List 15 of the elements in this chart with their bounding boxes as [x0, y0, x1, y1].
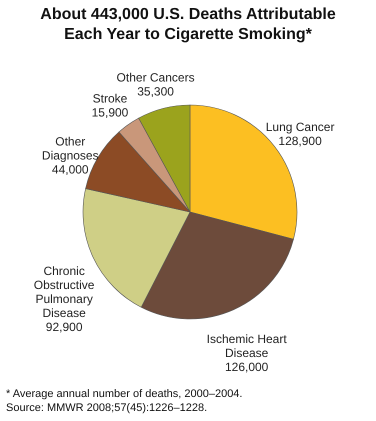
source-note: Source: MMWR 2008;57(45):1226–1228. — [6, 402, 208, 414]
chart-title: About 443,000 U.S. Deaths Attributable Each Year to Cigarette Smoking* — [40, 6, 336, 43]
data-label: 15,900 — [92, 105, 129, 120]
slice-label: Other Cancers — [116, 70, 195, 84]
slice-label: Other Diagnoses — [42, 134, 99, 162]
slice-label: Lung Cancer — [266, 120, 334, 134]
text: * Average annual number of deaths, 2000–2004. — [6, 388, 242, 400]
data-label: 92,900 — [46, 320, 83, 334]
slice-label: Chronic Obstructive Pulmonary Disease — [34, 264, 95, 320]
data-label: 44,000 — [52, 162, 89, 176]
slice-label: Stroke — [92, 91, 128, 106]
slice-label: Ischemic Heart Disease — [206, 332, 288, 360]
data-label: 128,900 — [278, 134, 322, 148]
data-label: 35,300 — [137, 84, 174, 98]
data-label: 126,000 — [224, 360, 269, 374]
